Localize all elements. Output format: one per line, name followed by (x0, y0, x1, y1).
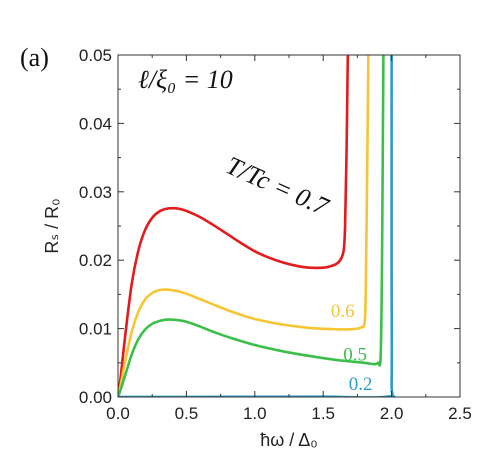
curves-group: T/Tc = 0.7 0.6 0.5 0.2 (118, 55, 396, 397)
series-line-2 (118, 55, 385, 397)
x-tick-label: 2.0 (380, 404, 404, 423)
y-tick-label: 0.02 (79, 251, 112, 270)
series-label-2: 0.5 (343, 345, 367, 366)
y-tick-label: 0.03 (79, 183, 112, 202)
series-line-1 (118, 55, 370, 397)
x-tick-label: 1.0 (243, 404, 267, 423)
x-tick-label: 2.5 (448, 404, 472, 423)
series-line-0 (118, 55, 350, 397)
x-tick-label: 0.5 (175, 404, 199, 423)
ticks-group: 0.0 0.5 1.0 1.5 2.0 2.5 0.00 0.01 0.02 0.03 0.04 0.… (79, 46, 472, 423)
x-tick-label: 0.0 (106, 404, 130, 423)
y-tick-label: 0.00 (79, 388, 112, 407)
y-tick-label: 0.04 (79, 114, 112, 133)
series-label-3: 0.2 (349, 374, 373, 395)
x-axis-title: ħω / Δ₀ (260, 430, 318, 450)
series-label-0: T/Tc = 0.7 (222, 151, 334, 222)
series-label-1: 0.6 (331, 301, 355, 322)
y-tick-label: 0.01 (79, 320, 112, 339)
plot-frame (117, 54, 461, 398)
annotation-label: ℓ/ξ₀ = 10 (138, 65, 233, 94)
y-axis-title: Rₛ / R₀ (42, 198, 62, 253)
panel-label: (a) (20, 43, 49, 72)
x-tick-label: 1.5 (311, 404, 335, 423)
y-tick-label: 0.05 (79, 46, 112, 65)
